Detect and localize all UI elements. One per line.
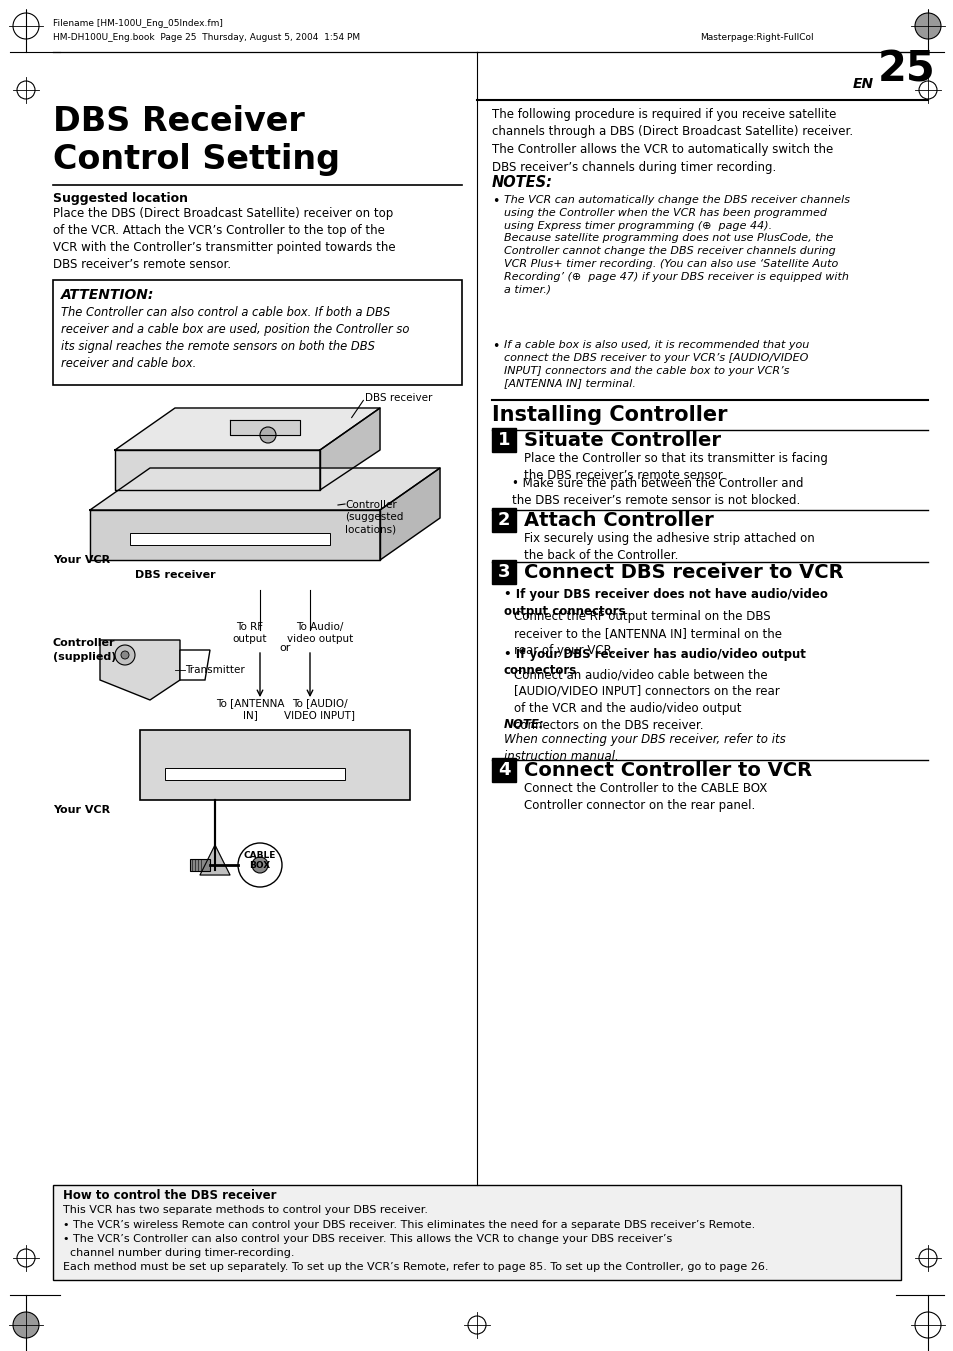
Text: Connect Controller to VCR: Connect Controller to VCR <box>523 761 811 780</box>
Bar <box>53 280 461 385</box>
Text: Situate Controller: Situate Controller <box>523 431 720 450</box>
Text: Place the Controller so that its transmitter is facing
the DBS receiver’s remote: Place the Controller so that its transmi… <box>523 453 827 482</box>
Text: Your VCR: Your VCR <box>53 805 110 815</box>
Text: (supplied): (supplied) <box>53 653 116 662</box>
Text: Masterpage:Right-FullCol: Masterpage:Right-FullCol <box>700 32 813 42</box>
Text: DBS Receiver: DBS Receiver <box>53 105 304 138</box>
Circle shape <box>115 644 135 665</box>
Bar <box>165 767 345 780</box>
Text: To RF
output: To RF output <box>233 621 267 644</box>
Text: channel number during timer-recording.: channel number during timer-recording. <box>63 1248 294 1258</box>
Text: •: • <box>492 340 498 353</box>
Text: 1: 1 <box>497 431 510 449</box>
Text: Connect the Controller to the CABLE BOX
Controller connector on the rear panel.: Connect the Controller to the CABLE BOX … <box>523 782 766 812</box>
Text: 4: 4 <box>497 761 510 780</box>
Text: Attach Controller: Attach Controller <box>523 511 713 530</box>
Text: 25: 25 <box>877 49 935 91</box>
Circle shape <box>252 857 268 873</box>
Text: Fix securely using the adhesive strip attached on
the back of the Controller.: Fix securely using the adhesive strip at… <box>523 532 814 562</box>
Circle shape <box>121 651 129 659</box>
Text: • Make sure the path between the Controller and
the DBS receiver’s remote sensor: • Make sure the path between the Control… <box>512 477 802 507</box>
Text: To [ANTENNA
IN]: To [ANTENNA IN] <box>215 698 284 720</box>
Text: This VCR has two separate methods to control your DBS receiver.: This VCR has two separate methods to con… <box>63 1205 428 1215</box>
Text: Place the DBS (Direct Broadcast Satellite) receiver on top
of the VCR. Attach th: Place the DBS (Direct Broadcast Satellit… <box>53 207 395 272</box>
Text: The VCR can automatically change the DBS receiver channels
using the Controller : The VCR can automatically change the DBS… <box>503 195 849 295</box>
Text: 2: 2 <box>497 511 510 530</box>
Bar <box>492 428 516 453</box>
Text: ATTENTION:: ATTENTION: <box>61 288 154 303</box>
Text: If a cable box is also used, it is recommended that you
connect the DBS receiver: If a cable box is also used, it is recom… <box>503 340 808 388</box>
Text: Controller: Controller <box>53 638 115 648</box>
Text: 3: 3 <box>497 563 510 581</box>
Text: To [AUDIO/
VIDEO INPUT]: To [AUDIO/ VIDEO INPUT] <box>284 698 355 720</box>
Text: EN: EN <box>852 77 873 91</box>
Polygon shape <box>230 420 299 435</box>
Text: The following procedure is required if you receive satellite
channels through a : The following procedure is required if y… <box>492 108 852 173</box>
Text: or: or <box>279 643 291 653</box>
Text: • If your DBS receiver does not have audio/video
output connectors: • If your DBS receiver does not have aud… <box>503 588 827 617</box>
Text: Control Setting: Control Setting <box>53 143 339 176</box>
Text: The Controller can also control a cable box. If both a DBS
receiver and a cable : The Controller can also control a cable … <box>61 305 409 370</box>
Polygon shape <box>379 467 439 561</box>
Text: NOTE:: NOTE: <box>503 717 544 731</box>
Polygon shape <box>100 640 180 700</box>
Polygon shape <box>200 844 230 875</box>
Circle shape <box>260 427 275 443</box>
Text: Connect the RF output terminal on the DBS
receiver to the [ANTENNA IN] terminal : Connect the RF output terminal on the DB… <box>514 611 781 657</box>
Text: • The VCR’s wireless Remote can control your DBS receiver. This eliminates the n: • The VCR’s wireless Remote can control … <box>63 1220 755 1229</box>
Bar <box>140 730 410 800</box>
Text: • The VCR’s Controller can also control your DBS receiver. This allows the VCR t: • The VCR’s Controller can also control … <box>63 1233 672 1244</box>
Text: How to control the DBS receiver: How to control the DBS receiver <box>63 1189 276 1202</box>
Text: DBS receiver: DBS receiver <box>134 570 215 580</box>
Bar <box>492 508 516 532</box>
Bar <box>130 534 330 544</box>
Text: Controller
(suggested
locations): Controller (suggested locations) <box>345 500 403 535</box>
Circle shape <box>237 843 282 888</box>
Text: Suggested location: Suggested location <box>53 192 188 205</box>
Text: Installing Controller: Installing Controller <box>492 405 727 426</box>
Polygon shape <box>115 408 379 450</box>
Text: Each method must be set up separately. To set up the VCR’s Remote, refer to page: Each method must be set up separately. T… <box>63 1262 768 1273</box>
Polygon shape <box>90 467 439 509</box>
Text: Your VCR: Your VCR <box>53 555 110 565</box>
Circle shape <box>914 14 940 39</box>
Bar <box>492 758 516 782</box>
Text: Transmitter: Transmitter <box>185 665 245 676</box>
Text: When connecting your DBS receiver, refer to its
instruction manual.: When connecting your DBS receiver, refer… <box>503 734 785 762</box>
Text: CABLE
BOX: CABLE BOX <box>244 851 276 870</box>
Text: HM-DH100U_Eng.book  Page 25  Thursday, August 5, 2004  1:54 PM: HM-DH100U_Eng.book Page 25 Thursday, Aug… <box>53 32 359 42</box>
Polygon shape <box>319 408 379 490</box>
Text: Connect DBS receiver to VCR: Connect DBS receiver to VCR <box>523 563 842 582</box>
Polygon shape <box>115 450 319 490</box>
Polygon shape <box>180 650 210 680</box>
Bar <box>190 859 210 871</box>
Bar <box>492 561 516 584</box>
Text: • If your DBS receiver has audio/video output
connectors: • If your DBS receiver has audio/video o… <box>503 648 805 677</box>
Text: To Audio/
video output: To Audio/ video output <box>287 621 353 644</box>
Polygon shape <box>90 509 379 561</box>
Text: Filename [HM-100U_Eng_05Index.fm]: Filename [HM-100U_Eng_05Index.fm] <box>53 19 223 28</box>
Text: DBS receiver: DBS receiver <box>365 393 432 403</box>
Text: NOTES:: NOTES: <box>492 176 553 190</box>
Text: •: • <box>492 195 498 208</box>
Text: Connect an audio/video cable between the
[AUDIO/VIDEO INPUT] connectors on the r: Connect an audio/video cable between the… <box>514 667 779 732</box>
Circle shape <box>13 1312 39 1337</box>
Bar <box>53 1185 900 1279</box>
